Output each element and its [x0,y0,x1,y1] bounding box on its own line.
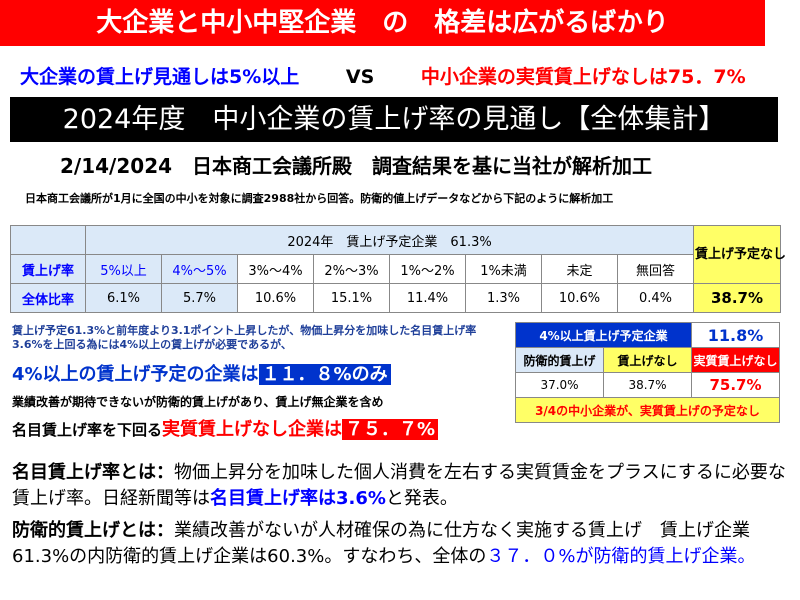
comparison-left: 大企業の賃上げ見通しは5%以上 [20,66,300,88]
row-label: 全体比率 [10,283,86,313]
table-cell: 38.7% [693,283,782,313]
column-header: 1%～2% [389,254,466,284]
table-cell: 6.1% [85,283,162,313]
no-raise-header: 賃上げ予定なし [693,225,786,284]
summary-value: 38.7% [603,372,692,398]
title: 大企業と中小中堅企業 の 格差は広がるばかり [0,0,765,46]
table-cell: 1.3% [465,283,542,313]
column-header: 5%以上 [85,254,162,284]
highlight-text: 実質賃上げなし企業は [162,419,343,440]
table-cell: 15.1% [313,283,390,313]
column-header: 無回答 [616,254,695,284]
summary-top-value: 11.8% [691,322,780,348]
group-header: 2024年 賃上げ予定企業 61.3% [84,225,695,255]
summary-header: 防衛的賃上げ [515,347,604,373]
highlight: 4%以上の賃上げ予定の企業は １１．８%のみ [12,360,391,386]
comparison-vs: VS [345,66,375,88]
definition-suffix: と発表。 [385,488,458,509]
definition-term: 防衛的賃上げとは： [12,520,174,541]
column-header: 3%～4% [237,254,314,284]
intro: 賃上げ予定61.3%と前年度より3.1ポイント上昇したが、物価上昇分を加味した名… [12,324,477,351]
table-cell: 11.4% [389,283,466,313]
rate-table: 2024年 賃上げ予定企業 61.3% 賃上げ予定なし 賃上げ率 5%以上 4%～5… [10,225,786,313]
column-header: 2%～3% [313,254,390,284]
table-cell: 5.7% [161,283,238,313]
column-header: 4%～5% [161,254,238,284]
highlight-value: １１．８%のみ [258,364,391,385]
summary-footer: 3/4の中小企業が、実質賃上げの予定なし [515,397,780,423]
summary-header: 実質賃上げなし [691,347,780,373]
source: 2/14/2024 日本商工会議所殿 調査結果を基に当社が解析加工 [60,154,653,178]
definition-term: 名目賃上げ率とは： [12,462,174,483]
banner: 2024年度 中小企業の賃上げ率の見通し【全体集計】 [10,97,778,142]
table-cell: 10.6% [237,283,314,313]
summary-header: 賃上げなし [603,347,692,373]
summary-table: 4%以上賃上げ予定企業 11.8% 防衛的賃上げ 賃上げなし 実質賃上げなし 3… [515,322,780,423]
highlight-text: 4%以上の賃上げ予定の企業は [12,364,259,385]
definition-emphasis: 名目賃上げ率は3.6% [210,488,386,509]
summary-value: 37.0% [515,372,604,398]
definition-emphasis: ３７．０%が防衛的賃上げ企業。 [486,546,756,567]
summary-top-label: 4%以上賃上げ予定企業 [515,322,692,348]
highlight-value: ７５．７% [342,419,439,440]
summary-value: 75.7% [691,372,780,398]
analysis-line: 業績改善が期待できないが防衛的賃上げがあり、賃上げ無企業を含め [12,395,384,409]
table-corner [10,225,86,255]
comparison-right: 中小企業の実質賃上げなしは75．7% [420,66,746,88]
table-cell: 10.6% [541,283,618,313]
definition: 防衛的賃上げとは：業績改善がないが人材確保の為に仕方なく実施する賃上げ 賃上げ企… [12,518,792,570]
comparison: 大企業の賃上げ見通しは5%以上 VS 中小企業の実質賃上げなしは75．7% [20,62,746,89]
row-label: 賃上げ率 [10,254,86,284]
table-cell: 0.4% [616,283,695,313]
column-header: 1%未満 [465,254,542,284]
definition: 名目賃上げ率とは：物価上昇分を加味した個人消費を左右する実質賃金をプラスにするに… [12,460,792,512]
definition-text: 物価上昇分を加味した個人消費を左右する実質賃金をプラスにするに必要な賃上げ率。日… [12,462,786,509]
definition-text: 業績改善がないが人材確保の為に仕方なく実施する賃上げ 賃上げ企業61.3%の内防… [12,520,750,567]
note: 日本商工会議所が1月に全国の中小を対象に調査2988社から回答。防衛的値上げデー… [25,192,614,205]
highlight: 名目賃上げ率を下回る実質賃上げなし企業は ７５．７% [12,415,439,441]
highlight-prefix: 名目賃上げ率を下回る [12,421,163,439]
column-header: 未定 [541,254,618,284]
